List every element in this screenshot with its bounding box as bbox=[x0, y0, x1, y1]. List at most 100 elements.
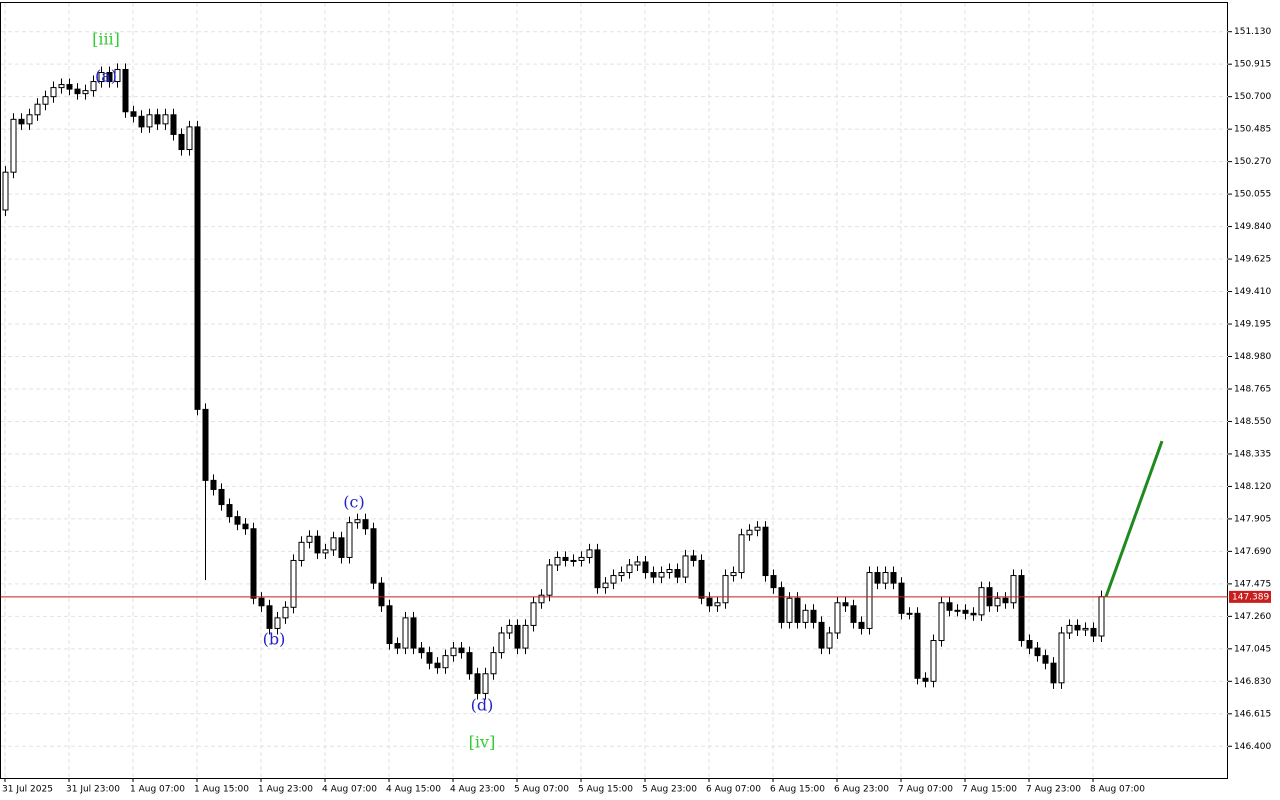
candle-body bbox=[754, 526, 761, 531]
wave-label: (b) bbox=[263, 630, 286, 649]
candle-body bbox=[2, 171, 9, 211]
candle-body bbox=[450, 647, 457, 657]
candle-body bbox=[930, 640, 937, 682]
candle-body bbox=[602, 582, 609, 589]
candle-body bbox=[322, 549, 329, 554]
candle-body bbox=[50, 87, 57, 98]
candle-body bbox=[554, 556, 561, 566]
x-tick-label: 1 Aug 07:00 bbox=[130, 785, 185, 795]
candle-body bbox=[178, 133, 185, 151]
candle-body bbox=[626, 564, 633, 574]
candle-body bbox=[210, 479, 217, 490]
y-tick-label: 146.830 bbox=[1234, 677, 1271, 687]
candle-body bbox=[330, 537, 337, 551]
x-tick-label: 7 Aug 15:00 bbox=[962, 785, 1017, 795]
candle-body bbox=[714, 602, 721, 607]
candle-body bbox=[570, 559, 577, 562]
candle-body bbox=[962, 609, 969, 614]
x-tick-label: 1 Aug 15:00 bbox=[194, 785, 249, 795]
y-tick-label: 151.130 bbox=[1234, 27, 1271, 37]
candle-body bbox=[114, 68, 121, 83]
current-price-tag bbox=[1229, 590, 1271, 603]
candle-body bbox=[394, 643, 401, 649]
candle-body bbox=[314, 535, 321, 554]
candle-body bbox=[482, 673, 489, 694]
candle-body bbox=[618, 572, 625, 577]
candle-body bbox=[226, 504, 233, 518]
candle-body bbox=[866, 572, 873, 629]
candle-body bbox=[682, 555, 689, 578]
candle-body bbox=[762, 526, 769, 577]
candle-body bbox=[706, 597, 713, 607]
wave-label: (d) bbox=[471, 696, 494, 715]
candle-body bbox=[738, 534, 745, 574]
y-tick-label: 148.120 bbox=[1234, 482, 1271, 492]
candle-body bbox=[410, 617, 417, 649]
candle-body bbox=[402, 617, 409, 649]
candle-body bbox=[642, 561, 649, 574]
y-tick-label: 147.260 bbox=[1234, 612, 1271, 622]
x-tick-label: 1 Aug 23:00 bbox=[258, 785, 313, 795]
candle-body bbox=[802, 609, 809, 623]
candle-body bbox=[538, 594, 545, 604]
x-tick-label: 31 Jul 2025 bbox=[2, 785, 53, 795]
candle-body bbox=[898, 582, 905, 614]
candle-body bbox=[426, 652, 433, 664]
x-tick-label: 5 Aug 15:00 bbox=[578, 785, 633, 795]
candle-body bbox=[306, 535, 313, 543]
x-tick-label: 5 Aug 23:00 bbox=[642, 785, 697, 795]
candle-body bbox=[458, 647, 465, 654]
candle-body bbox=[218, 488, 225, 506]
candle-body bbox=[474, 673, 481, 694]
candle-body bbox=[562, 556, 569, 561]
candle-body bbox=[746, 529, 753, 536]
candle-body bbox=[26, 114, 33, 125]
candle-body bbox=[1034, 647, 1041, 657]
candle-body bbox=[258, 597, 265, 607]
x-tick-label: 6 Aug 15:00 bbox=[770, 785, 825, 795]
candle-body bbox=[578, 556, 585, 561]
x-tick-label: 6 Aug 23:00 bbox=[834, 785, 889, 795]
candle-body bbox=[610, 575, 617, 584]
y-tick-label: 148.335 bbox=[1234, 449, 1271, 459]
candle-body bbox=[378, 582, 385, 607]
y-tick-label: 150.915 bbox=[1234, 60, 1271, 70]
candle-body bbox=[546, 564, 553, 596]
candle-body bbox=[522, 624, 529, 649]
wave-label: (c) bbox=[343, 493, 364, 512]
candle-body bbox=[874, 572, 881, 584]
candle-body bbox=[202, 408, 209, 481]
y-tick-label: 149.195 bbox=[1234, 320, 1271, 330]
candle-body bbox=[922, 677, 929, 682]
y-tick-label: 146.400 bbox=[1234, 742, 1271, 752]
candle-body bbox=[490, 652, 497, 675]
candle-body bbox=[834, 602, 841, 634]
candle-body bbox=[18, 118, 25, 125]
candle-body bbox=[978, 587, 985, 616]
candle-body bbox=[298, 541, 305, 561]
x-tick-label: 5 Aug 07:00 bbox=[514, 785, 569, 795]
candle-body bbox=[186, 126, 193, 151]
candle-body bbox=[994, 597, 1001, 607]
candle-body bbox=[58, 84, 65, 89]
candle-body bbox=[106, 71, 113, 83]
candle-body bbox=[794, 597, 801, 623]
candle-body bbox=[658, 572, 665, 578]
candle-body bbox=[1026, 640, 1033, 649]
candle-body bbox=[970, 612, 977, 616]
y-tick-label: 149.410 bbox=[1234, 287, 1271, 297]
candle-body bbox=[386, 605, 393, 645]
candle-body bbox=[954, 609, 961, 612]
candle-body bbox=[346, 522, 353, 558]
forecast-arrow bbox=[1104, 440, 1164, 598]
y-tick-label: 149.625 bbox=[1234, 255, 1271, 265]
candle-body bbox=[154, 114, 161, 125]
candle-body bbox=[914, 612, 921, 679]
candle-body bbox=[514, 624, 521, 649]
candle-body bbox=[1010, 575, 1017, 604]
candle-body bbox=[1090, 627, 1097, 637]
y-tick-label: 148.765 bbox=[1234, 384, 1271, 394]
candle-body bbox=[162, 114, 169, 125]
candle-body bbox=[770, 575, 777, 589]
